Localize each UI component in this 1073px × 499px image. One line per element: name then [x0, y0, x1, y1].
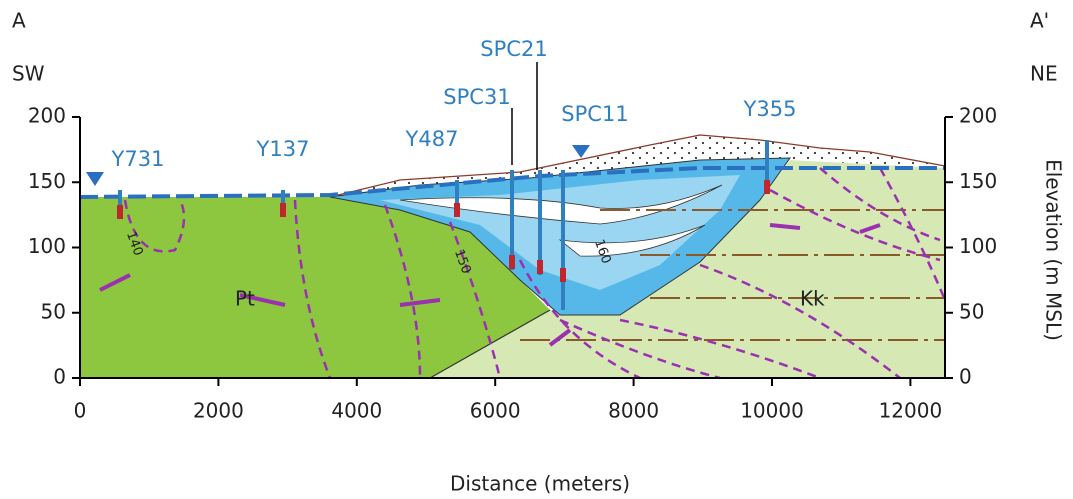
y-tick-label: 50 [41, 299, 66, 323]
direction-label: NE [1030, 62, 1058, 86]
well-label: SPC21 [480, 37, 547, 61]
well-label: Y731 [111, 147, 165, 171]
unit-label: Kk [800, 287, 825, 311]
y2-tick-label: 50 [959, 299, 984, 323]
well-label: Y487 [405, 127, 459, 151]
direction-label: SW [12, 62, 45, 86]
x-tick-label: 2000 [193, 399, 244, 423]
well-label: SPC11 [561, 102, 628, 126]
x-axis-title: Distance (meters) [450, 472, 630, 496]
point-label: A' [1030, 9, 1049, 33]
well-label: SPC31 [443, 85, 510, 109]
point-label: A [12, 9, 26, 33]
y-tick-label: 100 [28, 234, 66, 258]
well-screen [537, 260, 543, 274]
cross-section: A SW A' NE Distance (meters) Elevation (… [0, 0, 1073, 499]
x-tick-label: 12000 [879, 399, 943, 423]
x-tick-label: 8000 [608, 399, 659, 423]
well-label: Y137 [256, 137, 310, 161]
x-tick-label: 6000 [470, 399, 521, 423]
well-screen [509, 255, 515, 269]
y-tick-label: 0 [53, 365, 66, 389]
y2-axis-title: Elevation (m MSL) [1042, 159, 1066, 341]
well-label: Y355 [743, 97, 797, 121]
well-screen [764, 180, 770, 194]
unit-label: Pt [235, 287, 255, 311]
well-screen [117, 205, 123, 219]
y-tick-label: 150 [28, 169, 66, 193]
x-tick-label: 0 [74, 399, 87, 423]
y2-tick-label: 100 [959, 234, 997, 258]
y2-tick-label: 150 [959, 169, 997, 193]
well-screen [560, 268, 566, 282]
well-screen [280, 203, 286, 217]
x-tick-label: 10000 [740, 399, 804, 423]
well-screen [454, 203, 460, 217]
x-tick-label: 4000 [331, 399, 382, 423]
y2-tick-label: 0 [959, 365, 972, 389]
y-tick-label: 200 [28, 104, 66, 128]
y2-tick-label: 200 [959, 104, 997, 128]
